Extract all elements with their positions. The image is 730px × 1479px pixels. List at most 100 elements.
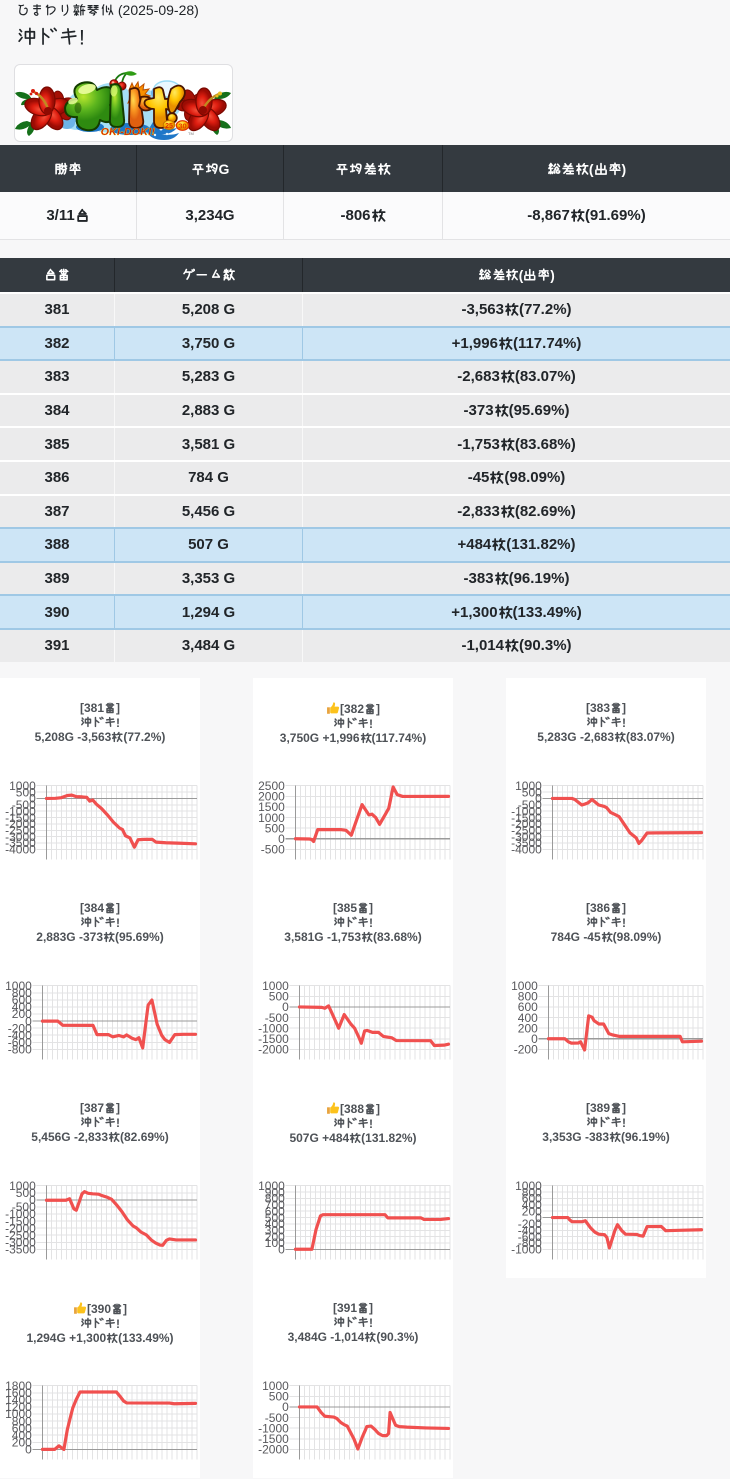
svg-text:0: 0 bbox=[29, 1193, 36, 1207]
svg-text:-1000: -1000 bbox=[258, 1421, 289, 1435]
svg-text:-2500: -2500 bbox=[5, 1228, 36, 1242]
svg-text:900: 900 bbox=[265, 1185, 285, 1199]
svg-text:-400: -400 bbox=[518, 1223, 542, 1237]
svg-text:-1500: -1500 bbox=[258, 1031, 289, 1045]
svg-text:1000: 1000 bbox=[515, 778, 542, 792]
svg-text:-500: -500 bbox=[261, 842, 285, 856]
svg-text:400: 400 bbox=[518, 1010, 538, 1024]
svg-text:-2000: -2000 bbox=[5, 817, 36, 831]
svg-text:-4000: -4000 bbox=[511, 842, 542, 856]
svg-text:1000: 1000 bbox=[258, 1178, 285, 1192]
svg-text:0: 0 bbox=[278, 831, 285, 845]
svg-text:500: 500 bbox=[265, 821, 285, 835]
svg-text:30: 30 bbox=[178, 122, 186, 131]
svg-text:-200: -200 bbox=[518, 1217, 542, 1231]
svg-text:-1000: -1000 bbox=[5, 804, 36, 818]
svg-text:-2500: -2500 bbox=[5, 823, 36, 837]
svg-text:-600: -600 bbox=[518, 1229, 542, 1243]
svg-text:-1000: -1000 bbox=[5, 1207, 36, 1221]
svg-text:1600: 1600 bbox=[5, 1385, 32, 1399]
svg-text:1000: 1000 bbox=[262, 978, 289, 992]
svg-text:200: 200 bbox=[518, 1021, 538, 1035]
svg-text:800: 800 bbox=[12, 985, 32, 999]
svg-text:500: 500 bbox=[16, 785, 36, 799]
svg-text:-200: -200 bbox=[8, 1021, 32, 1035]
svg-text:600: 600 bbox=[522, 1191, 542, 1205]
svg-text:-2000: -2000 bbox=[5, 1221, 36, 1235]
svg-text:0: 0 bbox=[278, 1242, 285, 1256]
svg-text:200: 200 bbox=[12, 1435, 32, 1449]
svg-text:-2000: -2000 bbox=[258, 1042, 289, 1056]
svg-text:500: 500 bbox=[269, 1389, 289, 1403]
svg-text:-3000: -3000 bbox=[511, 829, 542, 843]
svg-text:OKI-DOKI!: OKI-DOKI! bbox=[101, 126, 156, 138]
svg-text:TM: TM bbox=[188, 131, 194, 136]
svg-text:-2000: -2000 bbox=[511, 817, 542, 831]
svg-text:1000: 1000 bbox=[9, 778, 36, 792]
svg-text:0: 0 bbox=[25, 1014, 32, 1028]
svg-text:-3000: -3000 bbox=[5, 829, 36, 843]
svg-text:800: 800 bbox=[522, 1185, 542, 1199]
svg-text:0: 0 bbox=[282, 1400, 289, 1414]
svg-text:1000: 1000 bbox=[5, 978, 32, 992]
svg-text:300: 300 bbox=[265, 1223, 285, 1237]
svg-text:-500: -500 bbox=[12, 798, 36, 812]
svg-text:600: 600 bbox=[12, 1421, 32, 1435]
svg-text:-3000: -3000 bbox=[5, 1235, 36, 1249]
svg-text:1200: 1200 bbox=[5, 1400, 32, 1414]
svg-text:2000: 2000 bbox=[258, 789, 285, 803]
svg-text:0: 0 bbox=[29, 791, 36, 805]
svg-text:600: 600 bbox=[265, 1204, 285, 1218]
svg-text:-3500: -3500 bbox=[511, 836, 542, 850]
svg-text:500: 500 bbox=[522, 785, 542, 799]
svg-text:1000: 1000 bbox=[5, 1407, 32, 1421]
svg-text:1800: 1800 bbox=[5, 1378, 32, 1392]
svg-text:1400: 1400 bbox=[5, 1393, 32, 1407]
svg-text:-2500: -2500 bbox=[511, 823, 542, 837]
svg-text:0: 0 bbox=[535, 1210, 542, 1224]
svg-text:-600: -600 bbox=[8, 1035, 32, 1049]
svg-text:-1000: -1000 bbox=[511, 804, 542, 818]
svg-text:2500: 2500 bbox=[258, 778, 285, 792]
svg-text:1000: 1000 bbox=[515, 1178, 542, 1192]
svg-text:800: 800 bbox=[12, 1414, 32, 1428]
svg-text:200: 200 bbox=[265, 1229, 285, 1243]
svg-text:-1000: -1000 bbox=[511, 1242, 542, 1256]
svg-text:-1500: -1500 bbox=[5, 810, 36, 824]
svg-text:-1500: -1500 bbox=[5, 1214, 36, 1228]
svg-text:800: 800 bbox=[518, 989, 538, 1003]
svg-text:1500: 1500 bbox=[258, 800, 285, 814]
svg-text:1000: 1000 bbox=[511, 978, 538, 992]
svg-text:100: 100 bbox=[265, 1236, 285, 1250]
svg-text:400: 400 bbox=[265, 1217, 285, 1231]
svg-text:500: 500 bbox=[269, 989, 289, 1003]
svg-text:-800: -800 bbox=[518, 1236, 542, 1250]
svg-text:400: 400 bbox=[12, 1428, 32, 1442]
svg-text:200: 200 bbox=[522, 1204, 542, 1218]
svg-text:1000: 1000 bbox=[9, 1178, 36, 1192]
svg-text:25: 25 bbox=[165, 123, 173, 130]
svg-text:-1500: -1500 bbox=[511, 810, 542, 824]
svg-text:-3500: -3500 bbox=[5, 1242, 36, 1256]
svg-text:600: 600 bbox=[518, 1000, 538, 1014]
svg-text:400: 400 bbox=[12, 1000, 32, 1014]
svg-text:-500: -500 bbox=[265, 1410, 289, 1424]
svg-text:500: 500 bbox=[265, 1210, 285, 1224]
svg-text:200: 200 bbox=[12, 1007, 32, 1021]
svg-text:500: 500 bbox=[16, 1185, 36, 1199]
svg-text:-500: -500 bbox=[265, 1010, 289, 1024]
svg-text:0: 0 bbox=[25, 1442, 32, 1456]
svg-text:-4000: -4000 bbox=[5, 842, 36, 856]
svg-text:1000: 1000 bbox=[262, 1378, 289, 1392]
svg-text:1000: 1000 bbox=[258, 810, 285, 824]
svg-text:-200: -200 bbox=[514, 1042, 538, 1056]
svg-text:-400: -400 bbox=[8, 1028, 32, 1042]
svg-text:-800: -800 bbox=[8, 1042, 32, 1056]
svg-text:0: 0 bbox=[282, 1000, 289, 1014]
svg-text:700: 700 bbox=[265, 1198, 285, 1212]
svg-text:0: 0 bbox=[535, 791, 542, 805]
svg-text:-500: -500 bbox=[518, 798, 542, 812]
svg-text:0: 0 bbox=[531, 1031, 538, 1045]
svg-text:-1500: -1500 bbox=[258, 1431, 289, 1445]
svg-text:-2000: -2000 bbox=[258, 1442, 289, 1456]
